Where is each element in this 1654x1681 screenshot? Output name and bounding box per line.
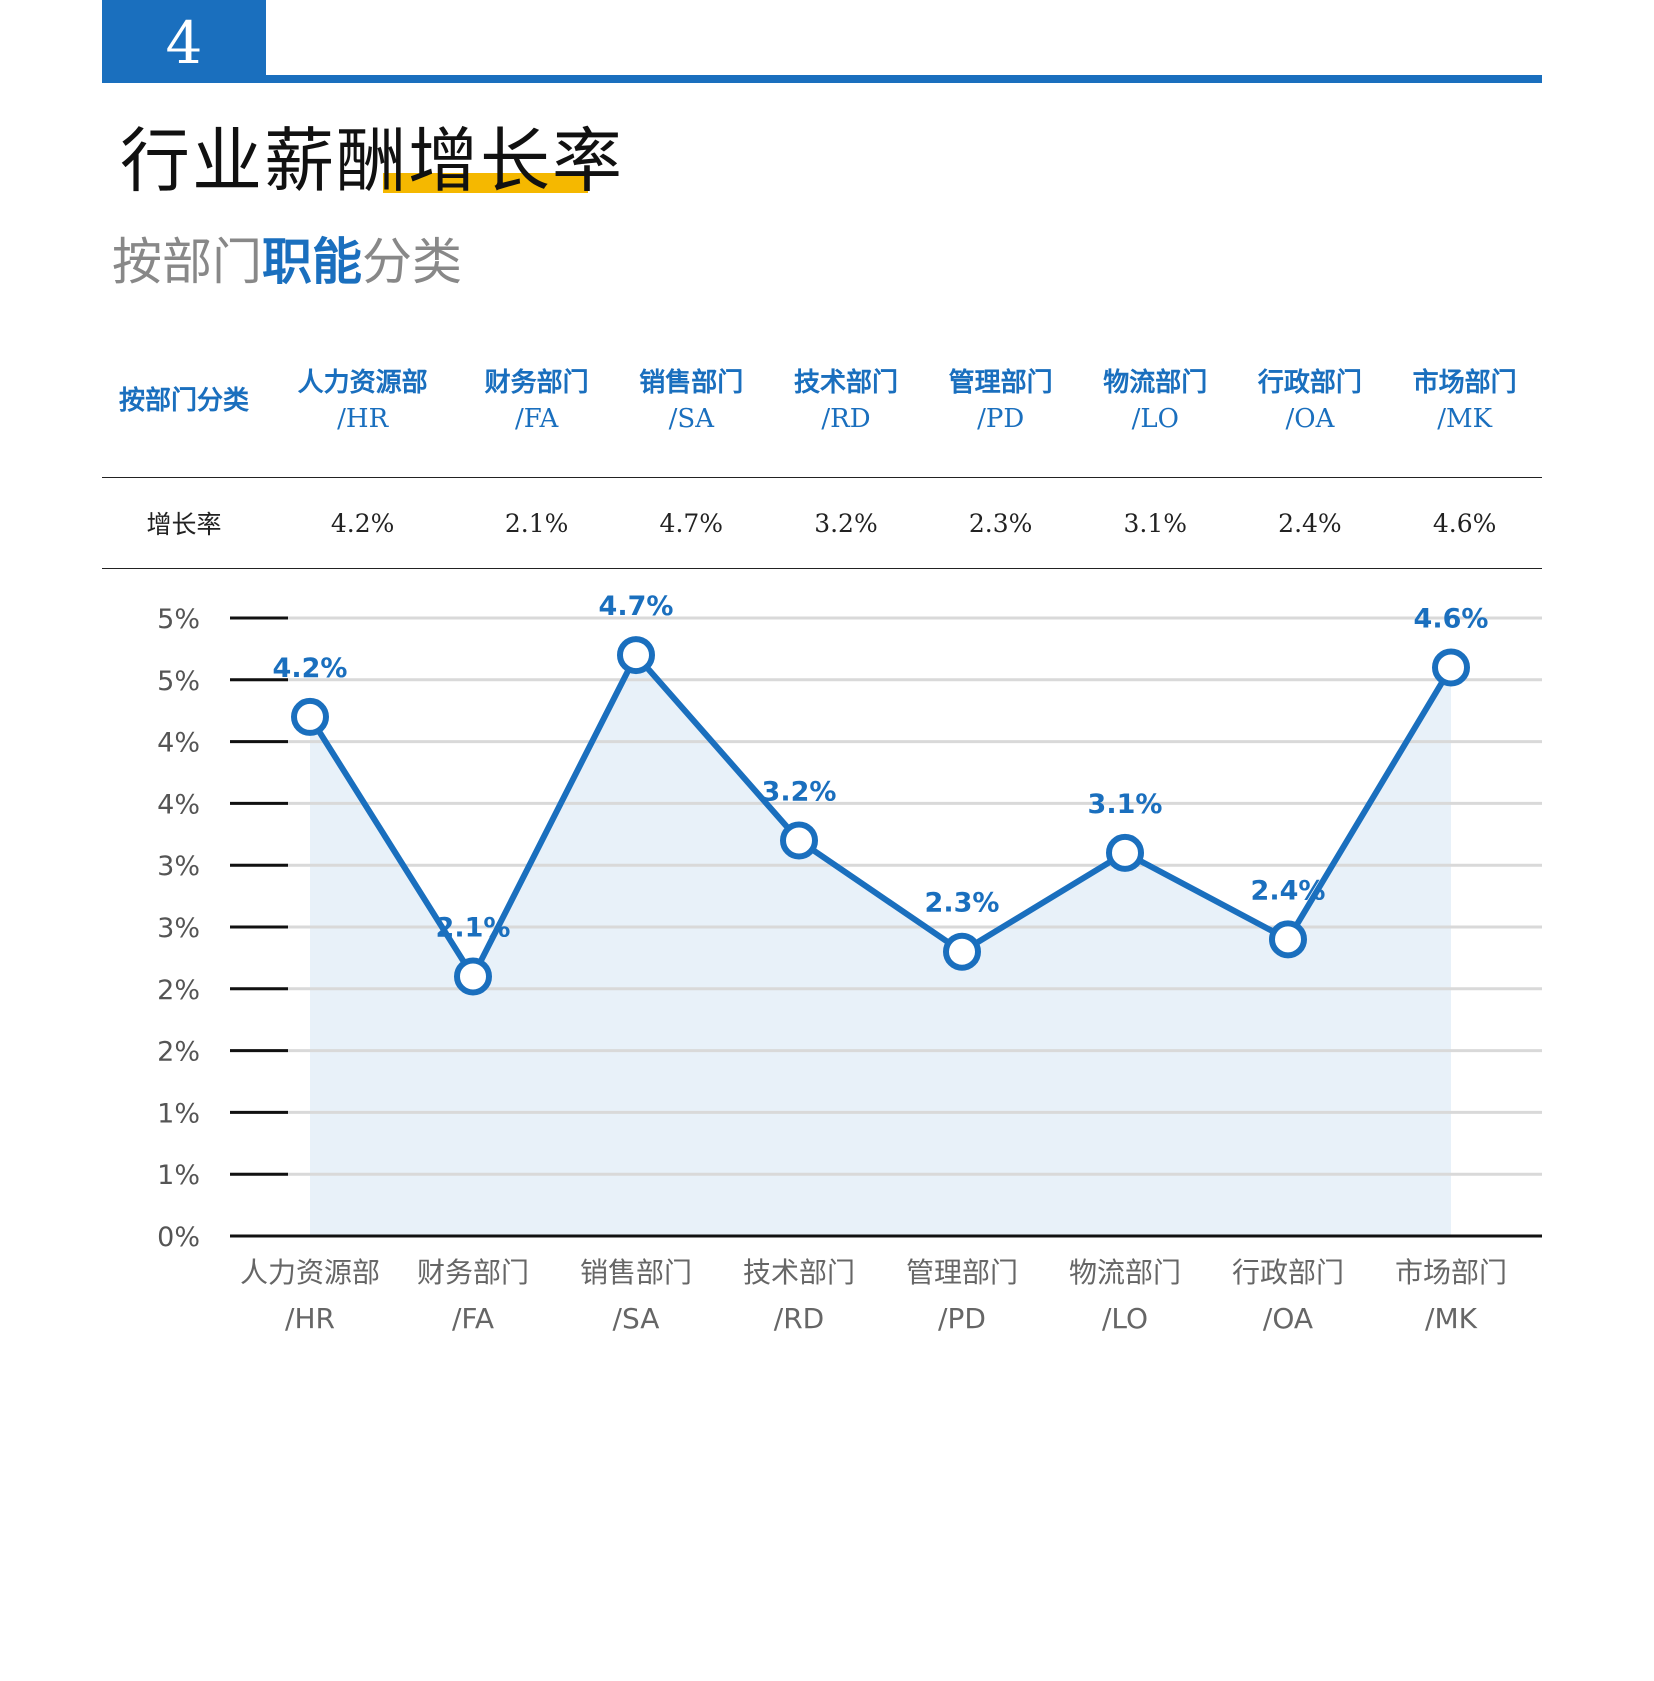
dept-name: 管理部门 bbox=[948, 368, 1053, 398]
dept-name: 技术部门 bbox=[793, 368, 898, 398]
y-tick-label: 3% bbox=[157, 913, 200, 944]
x-tick-label: /LO bbox=[1102, 1302, 1148, 1335]
table-cell: 3.2% bbox=[768, 477, 924, 569]
table-header-cell: 人力资源部/HR bbox=[266, 345, 460, 478]
x-tick-label: 物流部门 bbox=[1069, 1256, 1181, 1289]
title-highlight-bar bbox=[383, 173, 588, 193]
x-tick-label: /FA bbox=[452, 1302, 494, 1335]
y-tick-label: 5% bbox=[157, 604, 200, 635]
growth-rate-table: 按部门分类 人力资源部/HR 财务部门/FA 销售部门/SA 技术部门/RD 管… bbox=[102, 345, 1542, 569]
data-label: 4.7% bbox=[599, 591, 674, 622]
x-tick-label: /HR bbox=[285, 1302, 335, 1335]
y-tick-label: 4% bbox=[157, 728, 200, 759]
table-cell: 4.6% bbox=[1387, 477, 1542, 569]
dept-name: 市场部门 bbox=[1412, 368, 1517, 398]
header-rule bbox=[102, 75, 1542, 83]
data-label: 3.2% bbox=[762, 776, 837, 807]
y-tick-label: 1% bbox=[157, 1160, 200, 1191]
dept-name: 物流部门 bbox=[1103, 368, 1208, 398]
dept-code: /SA bbox=[668, 404, 714, 434]
x-tick-label: 市场部门 bbox=[1395, 1256, 1507, 1289]
dept-name: 人力资源部 bbox=[297, 368, 428, 398]
x-tick-label: 财务部门 bbox=[417, 1256, 529, 1289]
data-label: 4.6% bbox=[1414, 603, 1489, 634]
y-tick-label: 2% bbox=[157, 975, 200, 1006]
x-tick-label: /PD bbox=[938, 1302, 986, 1335]
series-line bbox=[307, 649, 1454, 983]
data-point bbox=[780, 821, 818, 860]
dept-name: 行政部门 bbox=[1257, 368, 1362, 398]
x-tick-label: /SA bbox=[613, 1302, 660, 1335]
data-point bbox=[943, 932, 981, 971]
x-tick-label: /RD bbox=[774, 1302, 824, 1335]
data-label: 3.1% bbox=[1088, 789, 1163, 820]
data-label: 2.3% bbox=[925, 888, 1000, 919]
data-label: 4.2% bbox=[273, 653, 348, 684]
data-label: 2.4% bbox=[1251, 875, 1326, 906]
dept-code: /FA bbox=[514, 404, 559, 434]
x-tick-label: /OA bbox=[1263, 1302, 1313, 1335]
table-cell: 2.3% bbox=[923, 477, 1078, 569]
y-tick-label: 4% bbox=[157, 789, 200, 820]
area-fill bbox=[310, 655, 1451, 1236]
dept-code: /MK bbox=[1437, 404, 1493, 434]
table-cell: 2.1% bbox=[459, 477, 614, 569]
y-tick-label: 5% bbox=[157, 666, 200, 697]
table-header-cell: 管理部门/PD bbox=[923, 345, 1078, 478]
x-tick-label: 技术部门 bbox=[743, 1256, 855, 1289]
y-tick-label: 2% bbox=[157, 1037, 200, 1068]
subtitle-prefix: 按部门 bbox=[112, 233, 262, 291]
subtitle-highlight: 职能 bbox=[262, 233, 362, 291]
table-cell: 4.2% bbox=[266, 477, 460, 569]
dept-code: /HR bbox=[337, 404, 389, 434]
table-header-cell: 物流部门/LO bbox=[1077, 345, 1233, 478]
table-header-cell: 技术部门/RD bbox=[768, 345, 924, 478]
dept-code: /LO bbox=[1131, 404, 1179, 434]
table-header-cell: 市场部门/MK bbox=[1387, 345, 1542, 478]
data-point bbox=[1269, 920, 1307, 959]
dept-code: /PD bbox=[977, 404, 1025, 434]
table-header-label: 按部门分类 bbox=[102, 345, 266, 478]
page-subtitle: 按部门职能分类 bbox=[112, 222, 462, 294]
y-tick-label: 3% bbox=[157, 851, 200, 882]
table-row: 增长率 4.2% 2.1% 4.7% 3.2% 2.3% 3.1% 2.4% 4… bbox=[102, 477, 1542, 569]
table-row-label: 增长率 bbox=[102, 477, 266, 569]
dept-name: 销售部门 bbox=[639, 368, 744, 398]
dept-code: /OA bbox=[1285, 404, 1335, 434]
section-number-badge: 4 bbox=[102, 0, 266, 77]
x-tick-label: 销售部门 bbox=[580, 1256, 692, 1289]
table-header-row: 按部门分类 人力资源部/HR 财务部门/FA 销售部门/SA 技术部门/RD 管… bbox=[102, 345, 1542, 478]
x-tick-label: 管理部门 bbox=[906, 1256, 1018, 1289]
dept-name: 财务部门 bbox=[484, 368, 589, 398]
data-point bbox=[454, 957, 492, 996]
y-tick-label: 1% bbox=[157, 1098, 200, 1129]
table-header-cell: 财务部门/FA bbox=[459, 345, 614, 478]
table-header-cell: 行政部门/OA bbox=[1232, 345, 1388, 478]
x-tick-label: /MK bbox=[1425, 1302, 1478, 1335]
subtitle-suffix: 分类 bbox=[362, 233, 462, 291]
table-cell: 2.4% bbox=[1232, 477, 1388, 569]
x-tick-label: 人力资源部 bbox=[240, 1256, 380, 1289]
page-title: 行业薪酬增长率 bbox=[120, 120, 624, 202]
data-point bbox=[1432, 648, 1470, 687]
dept-code: /RD bbox=[821, 404, 871, 434]
table-cell: 4.7% bbox=[613, 477, 769, 569]
table-header-cell: 销售部门/SA bbox=[613, 345, 769, 478]
data-point bbox=[291, 697, 329, 736]
data-point bbox=[617, 636, 655, 675]
table-cell: 3.1% bbox=[1077, 477, 1233, 569]
data-label: 2.1% bbox=[436, 912, 511, 943]
data-point bbox=[1106, 833, 1144, 872]
y-tick-label: 0% bbox=[157, 1222, 200, 1253]
x-tick-label: 行政部门 bbox=[1232, 1256, 1344, 1289]
